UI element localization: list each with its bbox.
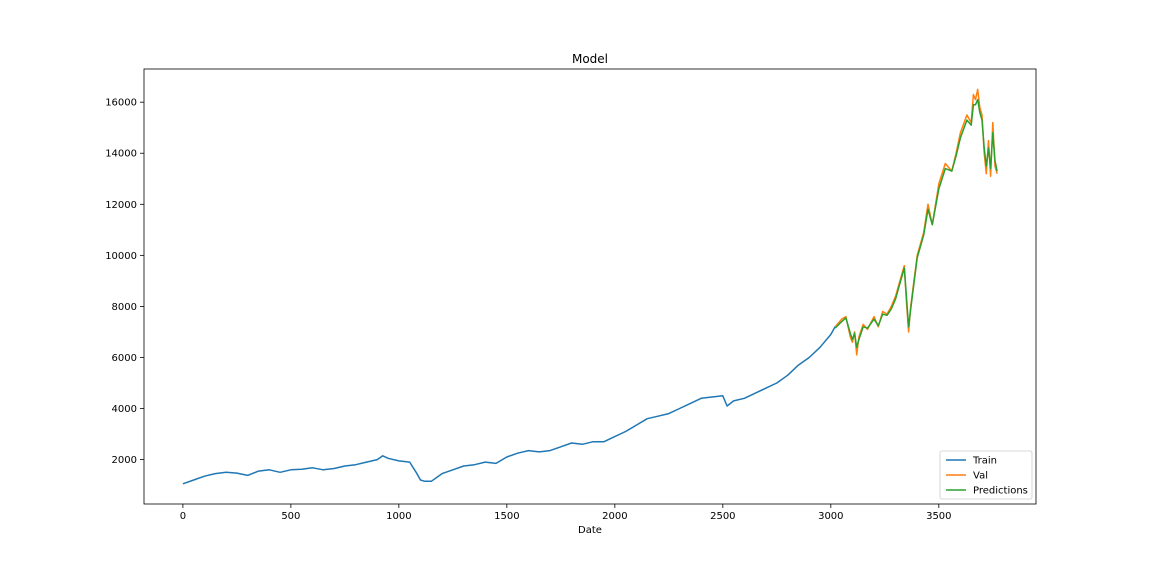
legend-box [939, 450, 1033, 500]
x-tick-label: 2000 [602, 511, 627, 522]
y-tick-label: 16000 [105, 98, 137, 109]
series-line-train [182, 326, 836, 485]
y-axis-ticks: 2000 4000 6000 8000 10000 12000 14000 16000 [105, 98, 144, 466]
x-tick-label: 500 [281, 511, 300, 522]
plot-area [143, 68, 1037, 505]
y-tick-label: 14000 [105, 149, 137, 160]
y-tick-label: 8000 [112, 302, 137, 313]
legend: Train Val Predictions [939, 450, 1033, 500]
legend-label-val: Val [973, 471, 988, 482]
y-tick-label: 10000 [105, 251, 137, 262]
x-axis-label: Date [578, 525, 602, 536]
legend-label-train: Train [972, 456, 997, 467]
x-tick-label: 3000 [818, 511, 843, 522]
x-axis-ticks: 0 500 1000 1500 2000 2500 3000 3500 [180, 504, 952, 522]
x-tick-label: 1000 [386, 511, 411, 522]
series-line-predictions [834, 98, 998, 349]
chart-title: Model [572, 52, 608, 66]
x-tick-label: 0 [180, 511, 186, 522]
axes-frame [143, 68, 1037, 505]
x-tick-label: 3500 [926, 511, 951, 522]
x-tick-label: 1500 [494, 511, 519, 522]
series-layer [182, 88, 998, 485]
legend-label-predictions: Predictions [973, 486, 1028, 497]
y-tick-label: 6000 [112, 353, 137, 364]
y-tick-label: 12000 [105, 200, 137, 211]
y-tick-label: 4000 [112, 404, 137, 415]
y-tick-label: 2000 [112, 455, 137, 466]
x-tick-label: 2500 [710, 511, 735, 522]
